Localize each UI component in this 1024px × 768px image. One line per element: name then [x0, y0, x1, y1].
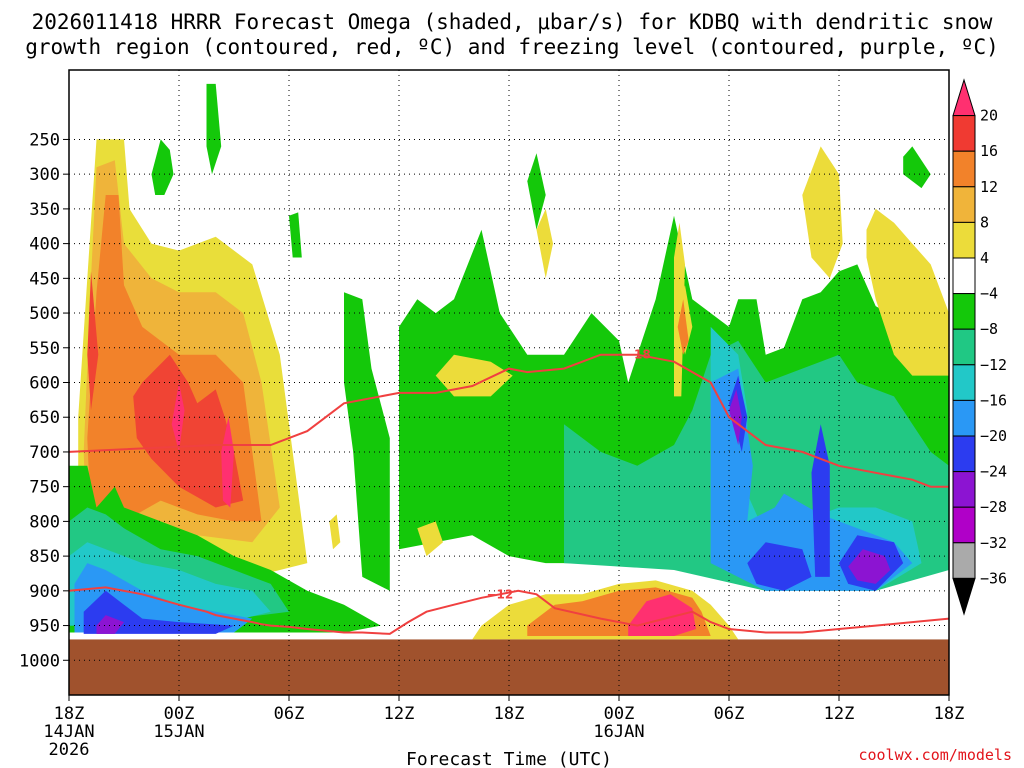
- colorbar-label-8: −16: [980, 391, 1007, 409]
- colorbar-label-11: −28: [980, 498, 1007, 516]
- y-tick-label-600: 600: [29, 374, 60, 394]
- y-tick-label-800: 800: [29, 512, 60, 532]
- colorbar-label-10: −24: [980, 463, 1007, 481]
- colorbar-segment-1: [952, 115, 976, 152]
- omega-region-28: [96, 615, 124, 634]
- y-tick-label-1000: 1000: [19, 651, 60, 671]
- omega-region-26: [848, 549, 891, 584]
- colorbar-label-9: −20: [980, 427, 1007, 445]
- y-tick-label-500: 500: [29, 304, 60, 324]
- y-tick-label-300: 300: [29, 165, 60, 185]
- colorbar-label-1: 16: [980, 142, 998, 160]
- colorbar-segment-9: [952, 399, 976, 437]
- x-tick-label-12: 06Z: [274, 704, 305, 724]
- contour-label--18: −18: [624, 348, 651, 362]
- omega-region-7: [151, 139, 174, 195]
- colorbar-segment-5: [952, 257, 976, 295]
- colorbar-label-12: −32: [980, 534, 1007, 552]
- x-tick-label-48: 18Z: [934, 704, 965, 724]
- chart-title-line2: growth region (contoured, red, ºC) and f…: [25, 35, 999, 59]
- colorbar-label-7: −12: [980, 356, 1007, 374]
- contour-label--12: −12: [486, 587, 513, 601]
- omega-region-10: [344, 292, 390, 591]
- contour-line--18: [68, 353, 949, 488]
- omega-region-29: [435, 354, 513, 397]
- omega-region-5: [171, 382, 185, 452]
- omega-region-9: [289, 212, 302, 258]
- colorbar-label-2: 12: [980, 178, 998, 196]
- y-tick-label-850: 850: [29, 547, 60, 567]
- x-tick-year-0: 2026: [49, 740, 90, 760]
- omega-region-13: [903, 146, 931, 189]
- omega-region-8: [206, 83, 222, 175]
- plot-area: −18 −12 250 300 350 400 450 500 550 600 650 700 750…: [19, 69, 964, 760]
- colorbar-label-3: 8: [980, 213, 989, 231]
- chart-title-line1: 2026011418 HRRR Forecast Omega (shaded, …: [32, 10, 993, 34]
- colorbar-segment-7: [952, 328, 976, 366]
- omega-region-18: [710, 326, 922, 591]
- colorbar: 20 16 12 8 4 −4 −8 −12 −16 −20 −24 −28 −32 −36: [952, 78, 1007, 616]
- grid-lines: [69, 70, 949, 695]
- colorbar-segment-3: [952, 186, 976, 223]
- colorbar-segment-6: [952, 293, 976, 330]
- y-tick-label-550: 550: [29, 339, 60, 359]
- y-tick-label-950: 950: [29, 617, 60, 637]
- y-axis-ticks: 250 300 350 400 450 500 550 600 650 700 750 800 850 9…: [19, 130, 69, 671]
- y-tick-label-450: 450: [29, 269, 60, 289]
- colorbar-segment-12: [952, 506, 976, 544]
- x-tick-label-36: 06Z: [714, 704, 745, 724]
- site-credit[interactable]: coolwx.com/models: [858, 746, 1012, 764]
- x-tick-date-6: 15JAN: [153, 722, 204, 742]
- x-tick-label-24: 18Z: [494, 704, 525, 724]
- colorbar-label-4: 4: [980, 249, 989, 267]
- y-tick-label-750: 750: [29, 478, 60, 498]
- omega-region-30: [417, 521, 443, 557]
- ground-layer: [69, 639, 949, 695]
- contour-line--12: [68, 586, 950, 635]
- colorbar-label-13: −36: [980, 569, 1007, 587]
- omega-shading: [69, 83, 949, 640]
- colorbar-segment-8: [952, 364, 976, 401]
- y-tick-label-900: 900: [29, 582, 60, 602]
- omega-region-20: [710, 368, 913, 591]
- omega-region-23: [811, 424, 830, 577]
- colorbar-top-arrow: [952, 78, 976, 117]
- colorbar-bottom-arrow: [952, 577, 976, 616]
- omega-region-12: [527, 153, 546, 230]
- omega-region-34: [866, 208, 949, 376]
- x-tick-label-18: 12Z: [384, 704, 415, 724]
- colorbar-segment-13: [952, 542, 976, 579]
- x-tick-label-0: 18Z: [54, 704, 85, 724]
- colorbar-segment-11: [952, 471, 976, 508]
- omega-region-36: [329, 514, 341, 550]
- x-tick-label-42: 12Z: [824, 704, 855, 724]
- y-tick-label-350: 350: [29, 200, 60, 220]
- omega-region-35: [802, 146, 843, 279]
- y-tick-label-250: 250: [29, 130, 60, 150]
- y-tick-label-650: 650: [29, 408, 60, 428]
- omega-region-6: [221, 417, 234, 508]
- x-tick-label-6: 00Z: [164, 704, 195, 724]
- colorbar-segment-4: [952, 221, 976, 259]
- x-tick-date-30: 16JAN: [593, 722, 644, 742]
- y-tick-label-700: 700: [29, 443, 60, 463]
- omega-region-27: [729, 389, 742, 445]
- ground-surface: [69, 639, 949, 695]
- colorbar-label-6: −8: [980, 320, 998, 338]
- x-tick-label-30: 00Z: [604, 704, 635, 724]
- omega-region-40: [677, 299, 689, 355]
- colorbar-label-5: −4: [980, 285, 998, 303]
- x-axis-label: Forecast Time (UTC): [406, 749, 612, 768]
- x-tick-date-0: 14JAN: [43, 722, 94, 742]
- temperature-contours: −18 −12: [68, 348, 950, 635]
- omega-region-4: [133, 354, 244, 508]
- y-tick-label-400: 400: [29, 235, 60, 255]
- omega-region-24: [747, 542, 812, 591]
- omega-region-3: [87, 271, 99, 411]
- colorbar-segment-10: [952, 435, 976, 473]
- colorbar-label-0: 20: [980, 107, 998, 125]
- colorbar-segment-2: [952, 150, 976, 188]
